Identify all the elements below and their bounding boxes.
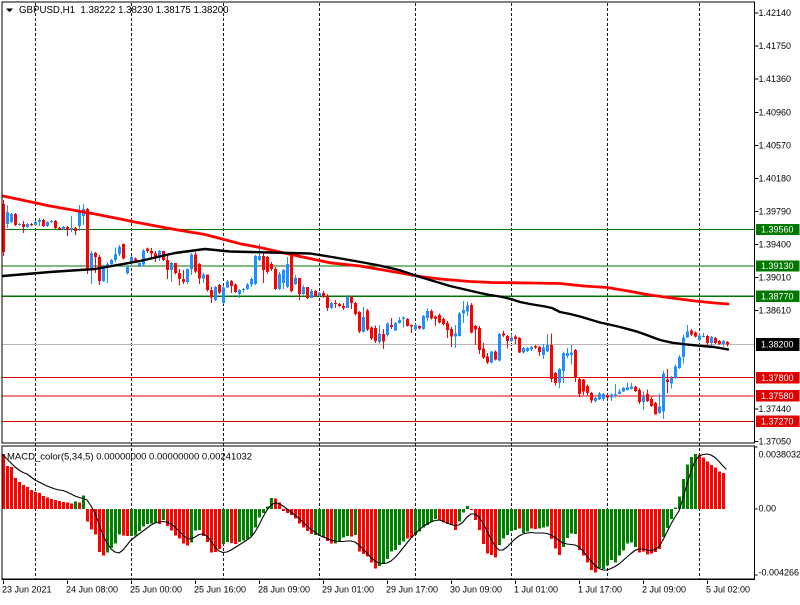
- svg-text:GBPUSD,H1 1.38222 1.38230 1.3: GBPUSD,H1 1.38222 1.38230 1.38175 1.3820…: [19, 5, 229, 16]
- svg-text:1.38200: 1.38200: [761, 340, 794, 350]
- svg-text:-0.004266: -0.004266: [759, 568, 800, 578]
- svg-text:1.37440: 1.37440: [759, 404, 792, 414]
- svg-text:1.37270: 1.37270: [761, 417, 794, 427]
- svg-text:25 Jun 00:00: 25 Jun 00:00: [130, 585, 182, 595]
- svg-text:1.42140: 1.42140: [759, 8, 792, 18]
- svg-text:1.39790: 1.39790: [759, 207, 792, 217]
- svg-text:1.39560: 1.39560: [761, 225, 794, 235]
- svg-text:0.00: 0.00: [759, 504, 777, 514]
- svg-text:1 Jul 17:00: 1 Jul 17:00: [578, 585, 622, 595]
- svg-text:1.39010: 1.39010: [759, 273, 792, 283]
- svg-text:29 Jun 17:00: 29 Jun 17:00: [386, 585, 438, 595]
- svg-text:5 Jul 02:00: 5 Jul 02:00: [706, 585, 750, 595]
- svg-text:1.38770: 1.38770: [761, 292, 794, 302]
- svg-text:28 Jun 09:00: 28 Jun 09:00: [258, 585, 310, 595]
- svg-text:1.37050: 1.37050: [759, 437, 792, 447]
- svg-text:1.40180: 1.40180: [759, 174, 792, 184]
- svg-text:25 Jun 16:00: 25 Jun 16:00: [194, 585, 246, 595]
- svg-text:1.39130: 1.39130: [761, 261, 794, 271]
- svg-text:MACD_color(5,34,5) 0.00000000: MACD_color(5,34,5) 0.00000000 0.00000000…: [7, 452, 252, 463]
- svg-text:1.41360: 1.41360: [759, 74, 792, 84]
- svg-text:30 Jun 09:00: 30 Jun 09:00: [450, 585, 502, 595]
- svg-text:1.40570: 1.40570: [759, 141, 792, 151]
- svg-text:1.39400: 1.39400: [759, 240, 792, 250]
- svg-text:1 Jul 01:00: 1 Jul 01:00: [514, 585, 558, 595]
- svg-text:23 Jun 2021: 23 Jun 2021: [2, 585, 52, 595]
- svg-text:24 Jun 08:00: 24 Jun 08:00: [66, 585, 118, 595]
- svg-text:2 Jul 09:00: 2 Jul 09:00: [642, 585, 686, 595]
- svg-text:1.37800: 1.37800: [761, 373, 794, 383]
- svg-text:1.41750: 1.41750: [759, 41, 792, 51]
- svg-text:0.0038032: 0.0038032: [759, 449, 800, 459]
- svg-text:1.38610: 1.38610: [759, 306, 792, 316]
- svg-text:1.40960: 1.40960: [759, 108, 792, 118]
- svg-text:29 Jun 01:00: 29 Jun 01:00: [322, 585, 374, 595]
- svg-text:1.37580: 1.37580: [761, 391, 794, 401]
